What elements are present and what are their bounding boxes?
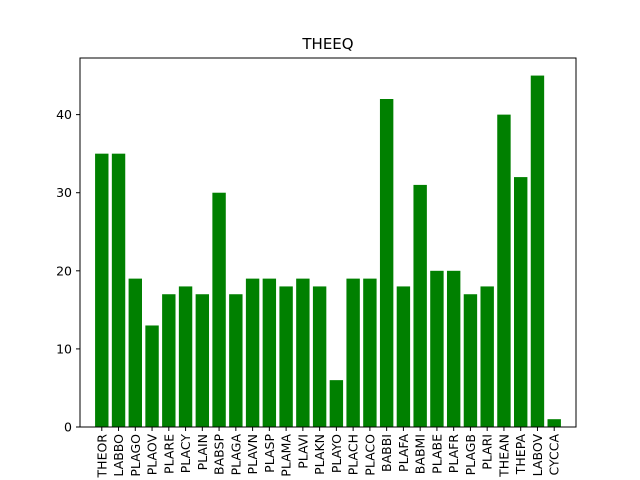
bar-babsp <box>212 192 226 427</box>
bar-plama <box>279 286 293 427</box>
bar-playo <box>329 380 344 427</box>
x-tick-label: PLAVN <box>245 434 260 474</box>
x-tick-label: PLAOV <box>145 434 160 476</box>
bar-theor <box>95 153 109 427</box>
x-tick-label: LABOV <box>530 434 545 477</box>
bar-plafr <box>446 270 461 427</box>
bar-labbo <box>111 153 126 427</box>
bar-plaga <box>229 294 243 427</box>
x-tick-label: BABSP <box>212 434 227 475</box>
bar-placy <box>178 286 193 427</box>
x-tick-label: PLAYO <box>329 434 344 473</box>
x-tick-label: PLAGB <box>463 434 478 475</box>
x-tick-label: THEOR <box>94 434 109 479</box>
bar-plaov <box>145 325 159 427</box>
bar-plagb <box>463 294 478 427</box>
x-tick-label: THEAN <box>496 434 511 478</box>
x-tick-label: THEPA <box>513 434 528 476</box>
x-tick-label: PLAKN <box>312 434 327 475</box>
x-tick-label: PLAFA <box>396 434 411 472</box>
x-tick-label: LABBO <box>111 434 126 477</box>
x-tick-label: PLACY <box>178 434 193 474</box>
x-tick-label: PLACO <box>362 434 377 476</box>
bar-plach <box>346 278 360 427</box>
y-tick-label: 20 <box>56 263 72 278</box>
x-tick-label: PLAGO <box>128 434 143 477</box>
bar-plago <box>128 278 142 427</box>
bar-thean <box>497 114 511 427</box>
x-tick-label: PLAVI <box>295 434 310 469</box>
bar-plavn <box>245 278 260 427</box>
bar-placo <box>363 278 377 427</box>
y-tick-label: 0 <box>64 420 72 435</box>
bar-plain <box>195 294 210 427</box>
bar-plasp <box>262 278 277 427</box>
chart-title: THEEQ <box>301 35 353 53</box>
bar-plavi <box>296 278 310 427</box>
plot-area-frame <box>79 57 577 428</box>
x-tick-label: BABBI <box>379 434 394 472</box>
x-tick-label: PLASP <box>262 434 277 473</box>
y-tick-label: 30 <box>56 185 72 200</box>
x-tick-label: PLACH <box>346 434 361 475</box>
bar-plafa <box>396 286 411 427</box>
bars-group <box>95 75 561 428</box>
bar-babbi <box>379 99 394 427</box>
bar-thepa <box>514 177 528 427</box>
y-tick-label: 10 <box>56 341 72 356</box>
x-axis: THEOR LABBO PLAGO PLAOV PLARE PLACY PLAIN BABSP… <box>94 427 562 479</box>
x-tick-label: PLABE <box>429 434 444 474</box>
x-tick-label: PLAGA <box>228 434 243 476</box>
bar-plare <box>162 294 176 427</box>
bar-plabe <box>430 270 444 427</box>
x-tick-label: PLARE <box>161 434 176 474</box>
y-tick-label: 40 <box>56 107 72 122</box>
bar-cycca <box>547 419 561 427</box>
bar-plari <box>480 286 494 427</box>
x-tick-label: BABMI <box>413 434 428 474</box>
bar-labov <box>530 75 545 428</box>
bar-babmi <box>413 184 427 427</box>
x-tick-label: PLARI <box>480 434 495 470</box>
y-axis: 0 10 20 30 40 <box>56 107 80 435</box>
x-tick-label: CYCCA <box>547 434 562 476</box>
x-tick-label: PLAFR <box>446 434 461 474</box>
x-tick-label: PLAMA <box>279 434 294 477</box>
x-tick-label: PLAIN <box>195 434 210 470</box>
bar-plakn <box>312 286 327 427</box>
